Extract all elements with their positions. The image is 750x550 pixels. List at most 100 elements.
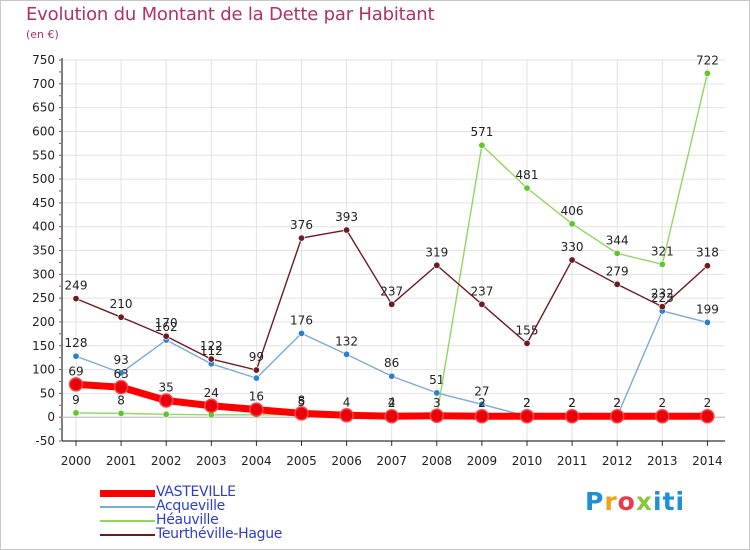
legend-swatch bbox=[100, 490, 155, 497]
y-tick-label: 700 bbox=[32, 77, 55, 91]
x-tick-label: 2010 bbox=[512, 454, 543, 468]
data-label: 8 bbox=[117, 393, 125, 407]
data-label: 571 bbox=[470, 125, 493, 139]
data-label: 4 bbox=[388, 395, 396, 409]
x-tick-label: 2002 bbox=[151, 454, 182, 468]
data-point bbox=[72, 295, 80, 303]
y-tick-label: 0 bbox=[47, 410, 55, 424]
data-point bbox=[204, 398, 219, 414]
legend-swatch bbox=[100, 506, 155, 508]
data-label: 24 bbox=[204, 386, 219, 400]
data-label: 2 bbox=[523, 396, 531, 410]
x-tick-label: 2013 bbox=[647, 454, 678, 468]
data-label: 9 bbox=[72, 393, 80, 407]
data-label: 86 bbox=[384, 356, 399, 370]
data-label: 376 bbox=[290, 218, 313, 232]
data-label: 344 bbox=[606, 233, 629, 247]
data-label: 2 bbox=[704, 396, 712, 410]
data-label: 393 bbox=[335, 210, 358, 224]
y-tick-label: 750 bbox=[32, 53, 55, 67]
data-point bbox=[519, 408, 535, 424]
data-label: 319 bbox=[425, 245, 448, 259]
data-point bbox=[158, 393, 174, 408]
data-label: 232 bbox=[651, 287, 674, 301]
data-point bbox=[523, 339, 531, 347]
data-point bbox=[568, 256, 576, 264]
data-label: 279 bbox=[606, 264, 629, 278]
data-point bbox=[613, 249, 621, 257]
data-label: 8 bbox=[298, 393, 306, 407]
legend-swatch bbox=[100, 520, 155, 522]
data-point bbox=[655, 408, 670, 424]
data-label: 27 bbox=[474, 384, 489, 398]
data-label: 93 bbox=[113, 353, 128, 367]
data-label: 2 bbox=[478, 396, 486, 410]
data-point bbox=[478, 400, 486, 408]
data-point bbox=[703, 318, 711, 326]
data-label: 170 bbox=[155, 316, 178, 330]
data-point bbox=[658, 260, 666, 268]
data-label: 2 bbox=[613, 396, 621, 410]
y-tick-label: 200 bbox=[32, 315, 55, 329]
x-tick-label: 2004 bbox=[241, 454, 272, 468]
data-label: 2 bbox=[658, 396, 666, 410]
data-label: 2 bbox=[523, 396, 531, 410]
y-tick-label: 500 bbox=[32, 172, 55, 186]
data-point bbox=[252, 366, 260, 374]
x-tick-label: 2005 bbox=[286, 454, 317, 468]
x-tick-label: 2000 bbox=[61, 454, 92, 468]
data-label: 2 bbox=[568, 396, 576, 410]
data-point bbox=[384, 408, 399, 424]
y-tick-label: 50 bbox=[40, 386, 55, 400]
data-point bbox=[568, 220, 576, 228]
data-point bbox=[474, 408, 490, 424]
data-point bbox=[297, 329, 305, 337]
x-tick-label: 2001 bbox=[106, 454, 137, 468]
data-point bbox=[117, 409, 125, 417]
data-point bbox=[252, 374, 260, 382]
data-label: 132 bbox=[335, 334, 358, 348]
y-tick-label: 450 bbox=[32, 196, 55, 210]
data-point bbox=[162, 332, 170, 340]
y-tick-label: 250 bbox=[32, 291, 55, 305]
x-tick-label: 2011 bbox=[557, 454, 588, 468]
legend-label: VASTEVILLE bbox=[156, 484, 236, 500]
data-point bbox=[703, 69, 711, 77]
data-label: 199 bbox=[696, 302, 719, 316]
x-tick-label: 2009 bbox=[467, 454, 498, 468]
data-point bbox=[433, 261, 441, 269]
x-tick-label: 2008 bbox=[422, 454, 453, 468]
proxiti-logo: Proxiti bbox=[585, 487, 686, 516]
y-tick-label: 550 bbox=[32, 148, 55, 162]
data-point bbox=[658, 303, 666, 311]
data-point bbox=[117, 313, 125, 321]
data-label: 321 bbox=[651, 244, 674, 258]
legend-label: Héauville bbox=[156, 512, 219, 528]
legend-item: Teurthéville-Hague bbox=[100, 526, 360, 542]
legend-item: Héauville bbox=[100, 512, 360, 528]
x-tick-label: 2003 bbox=[196, 454, 227, 468]
y-tick-label: 350 bbox=[32, 244, 55, 258]
x-tick-label: 2007 bbox=[376, 454, 407, 468]
legend-item: VASTEVILLE bbox=[100, 484, 360, 500]
data-label: 99 bbox=[249, 350, 264, 364]
data-point bbox=[72, 352, 80, 360]
data-label: 112 bbox=[200, 344, 223, 358]
data-point bbox=[478, 141, 486, 149]
x-tick-label: 2014 bbox=[692, 454, 723, 468]
y-tick-label: 400 bbox=[32, 220, 55, 234]
data-label: 51 bbox=[429, 373, 444, 387]
data-label: 128 bbox=[65, 336, 88, 350]
data-point bbox=[609, 408, 625, 424]
data-label: 2 bbox=[568, 396, 576, 410]
data-label: 69 bbox=[68, 364, 83, 378]
y-tick-label: -50 bbox=[35, 434, 55, 448]
data-point bbox=[113, 379, 129, 395]
x-tick-label: 2006 bbox=[331, 454, 362, 468]
data-label: 249 bbox=[65, 279, 88, 293]
data-label: 5 bbox=[298, 395, 306, 409]
data-point bbox=[249, 402, 264, 417]
data-point bbox=[72, 409, 80, 417]
data-point bbox=[343, 350, 351, 358]
